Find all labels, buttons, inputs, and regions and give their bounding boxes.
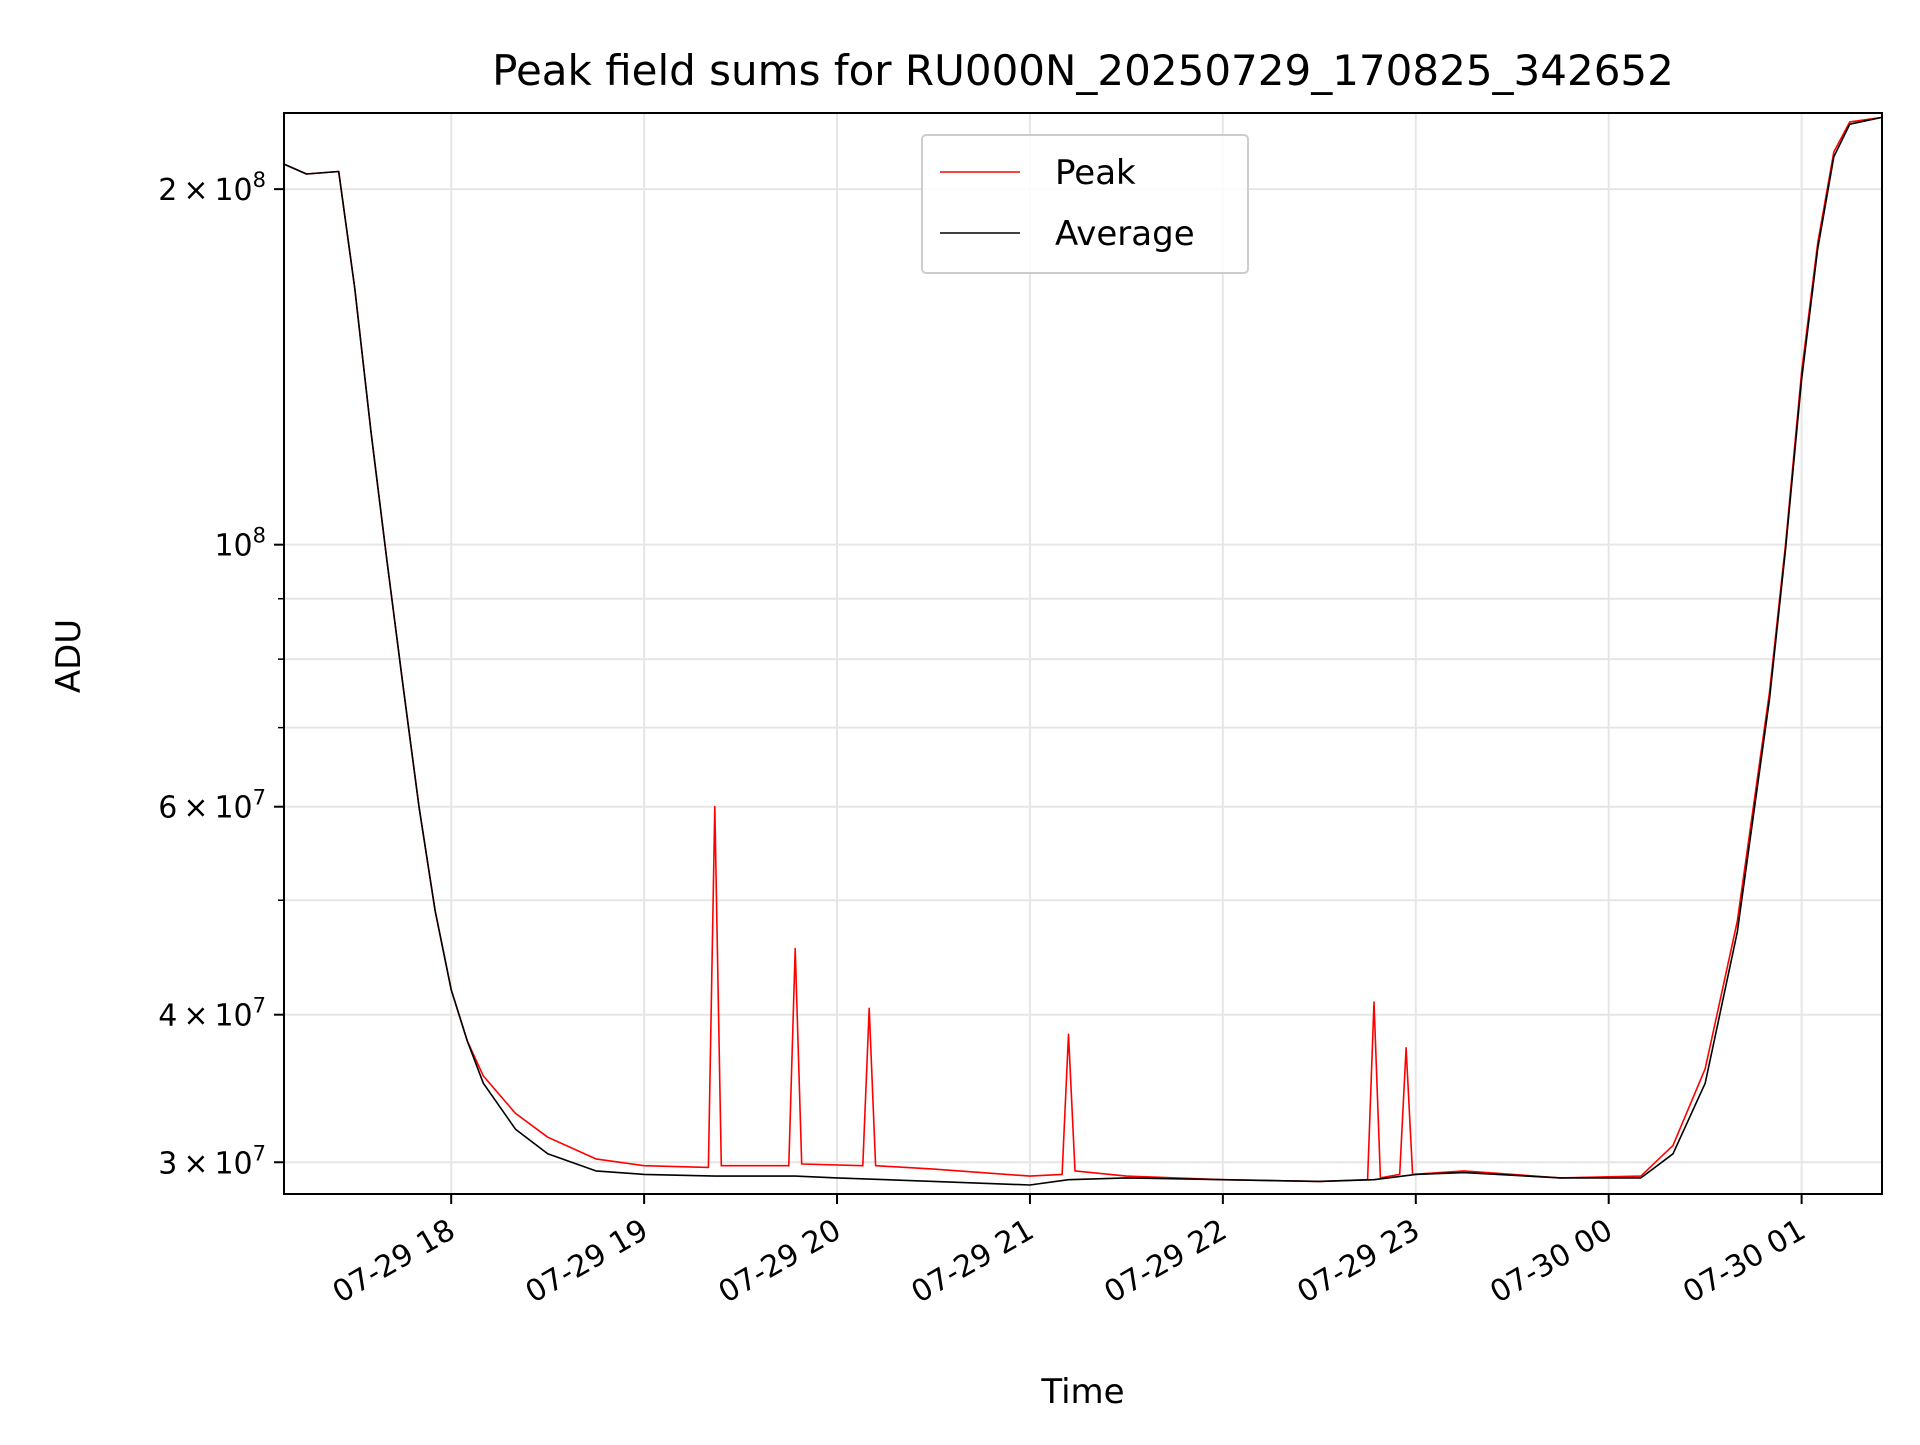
x-tick-label: 07-30 01 — [1677, 1213, 1811, 1311]
y-tick-label: 2 × 108 — [158, 168, 266, 208]
x-tick-label: 07-29 23 — [1291, 1213, 1425, 1311]
y-tick-label: 3 × 107 — [158, 1141, 266, 1181]
legend-peak-label: Peak — [1055, 153, 1136, 193]
chart-title: Peak field sums for RU000N_20250729_1708… — [492, 46, 1674, 95]
series-line-average — [283, 116, 1883, 1186]
grid-layer — [284, 113, 1882, 1194]
x-axis-label: Time — [1040, 1372, 1124, 1412]
legend: Peak Average — [921, 134, 1249, 274]
x-tick-label: 07-29 18 — [327, 1213, 461, 1311]
plot-area — [284, 113, 1882, 1194]
x-tick-label: 07-29 20 — [713, 1213, 847, 1311]
legend-box — [921, 134, 1249, 274]
y-tick-label: 6 × 107 — [158, 786, 266, 826]
legend-average-label: Average — [1055, 214, 1195, 254]
x-tick-label: 07-30 00 — [1484, 1213, 1618, 1311]
y-tick-label: 108 — [214, 524, 266, 564]
x-tick-label: 07-29 19 — [520, 1213, 654, 1311]
x-tick-label: 07-29 21 — [906, 1213, 1040, 1311]
plot-frame — [283, 112, 1883, 1195]
y-axis-label: ADU — [49, 619, 89, 693]
series-layer — [283, 116, 1883, 1186]
x-tick-label: 07-29 22 — [1099, 1213, 1233, 1311]
y-tick-label: 4 × 107 — [158, 994, 266, 1034]
